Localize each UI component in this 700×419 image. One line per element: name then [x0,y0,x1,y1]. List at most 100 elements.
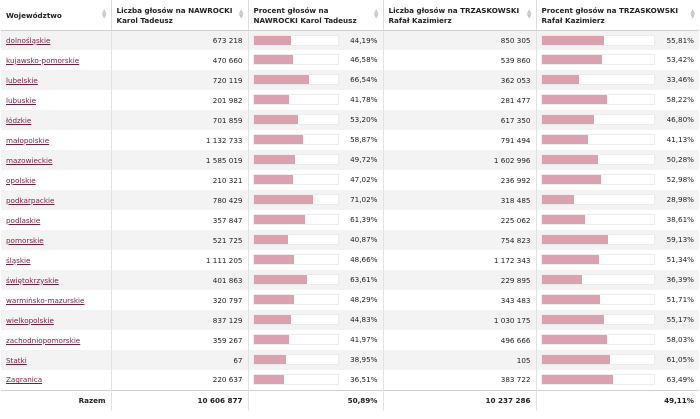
region-link[interactable]: podlaskie [6,215,41,225]
percent-bar-track [252,334,339,345]
column-header-label: Województwo [6,11,62,20]
column-header-region[interactable]: Województwo ▲ ▼ [1,0,112,31]
votes-trzaskowski: 1 172 343 [383,250,537,270]
table-body: dolnośląskie 673 218 44,19% 850 305 55,81% ku… [1,30,699,390]
votes-trzaskowski: 383 722 [383,370,537,390]
total-row: Razem 10 606 877 50,89% 10 237 286 49,11… [1,389,699,411]
percent-bar-track [540,134,655,145]
region-cell: podkarpackie [1,190,112,210]
region-link[interactable]: pomorskie [6,235,44,245]
percent-bar [253,155,296,164]
table-row: łódzkie 701 859 53,20% 617 350 46,80% [1,110,699,130]
votes-trzaskowski: 281 477 [383,90,537,110]
percent-bar [541,95,607,104]
pct-trzaskowski: 46,80% [536,110,699,130]
percent-value: 40,87% [350,235,378,244]
percent-bar-track [252,294,339,305]
pct-trzaskowski: 51,34% [536,250,699,270]
region-cell: warmińsko-mazurskie [1,290,112,310]
sort-icon: ▲ ▼ [690,8,695,20]
column-header-votes-nawrocki[interactable]: Liczba głosów na NAWROCKI Karol Tadeusz ▲… [111,0,249,31]
table-row: lubuskie 201 982 41,78% 281 477 58,22% [1,90,699,110]
percent-bar [541,55,602,64]
percent-bar [253,95,289,104]
region-link[interactable]: opolskie [6,175,36,185]
percent-bar [253,55,293,64]
pct-trzaskowski: 61,05% [536,350,699,370]
percent-bar [541,35,605,45]
region-link[interactable]: mazowieckie [6,155,53,165]
region-link[interactable]: lubelskie [6,75,38,85]
region-link[interactable]: lubuskie [6,95,36,105]
votes-nawrocki: 673 218 [111,30,249,50]
column-header-pct-trzaskowski[interactable]: Procent głosów na TRZASKOWSKI Rafał Kazi… [536,0,699,31]
votes-nawrocki: 210 321 [111,170,249,190]
pct-nawrocki: 36,51% [248,370,384,390]
percent-value: 58,03% [666,335,694,344]
region-link[interactable]: łódzkie [6,115,32,125]
percent-bar-track [540,274,655,285]
region-cell: łódzkie [1,110,112,130]
percent-value: 53,20% [350,115,378,124]
votes-trzaskowski: 617 350 [383,110,537,130]
pct-nawrocki: 47,02% [248,170,384,190]
votes-nawrocki: 1 111 205 [111,250,249,270]
percent-value: 48,29% [350,295,378,304]
percent-bar [541,335,607,344]
region-link[interactable]: warmińsko-mazurskie [6,295,85,305]
percent-bar-track [252,234,339,245]
region-link[interactable]: podkarpackie [6,195,55,205]
percent-value: 66,54% [350,75,378,84]
column-header-votes-trzaskowski[interactable]: Liczba głosów na TRZASKOWSKI Rafał Kazim… [383,0,537,31]
percent-bar-track [540,154,655,165]
percent-value: 49,72% [350,155,378,164]
region-link[interactable]: Zagranica [6,375,43,385]
percent-value: 28,98% [666,195,694,204]
region-link[interactable]: śląskie [6,255,31,265]
votes-nawrocki: 359 267 [111,330,249,350]
votes-trzaskowski: 496 666 [383,330,537,350]
percent-value: 61,05% [666,355,694,364]
percent-value: 52,98% [666,175,694,184]
pct-trzaskowski: 53,42% [536,50,699,70]
percent-bar-track [540,94,655,105]
pct-trzaskowski: 55,81% [536,30,699,50]
region-cell: lubuskie [1,90,112,110]
table-row: pomorskie 521 725 40,87% 754 823 59,13% [1,230,699,250]
percent-bar-track [252,54,339,65]
column-header-pct-nawrocki[interactable]: Procent głosów na NAWROCKI Karol Tadeusz… [248,0,384,31]
pct-nawrocki: 44,19% [248,30,384,50]
pct-nawrocki: 41,97% [248,330,384,350]
region-link[interactable]: wielkopolskie [6,315,54,325]
region-link[interactable]: dolnośląskie [6,35,51,45]
region-cell: wielkopolskie [1,310,112,330]
region-link[interactable]: Statki [6,355,27,365]
percent-bar-track [540,34,655,46]
region-link[interactable]: świętokrzyskie [6,275,59,285]
table-row: Zagranica 220 637 36,51% 383 722 63,49% [1,370,699,390]
percent-bar-track [252,254,339,265]
region-link[interactable]: małopolskie [6,135,50,145]
pct-nawrocki: 40,87% [248,230,384,250]
region-link[interactable]: kujawsko-pomorskie [6,55,80,65]
percent-bar [541,195,575,204]
total-votes-trzaskowski: 10 237 286 [383,389,537,411]
percent-value: 36,51% [350,375,378,384]
percent-value: 51,71% [666,295,694,304]
percent-value: 63,61% [350,275,378,284]
percent-value: 41,13% [666,135,694,144]
votes-trzaskowski: 229 895 [383,270,537,290]
pct-nawrocki: 48,29% [248,290,384,310]
region-link[interactable]: zachodniopomorskie [6,335,81,345]
percent-bar [253,175,293,184]
pct-nawrocki: 41,78% [248,90,384,110]
percent-bar [253,135,303,144]
table-row: lubelskie 720 119 66,54% 362 053 33,46% [1,70,699,90]
region-cell: pomorskie [1,230,112,250]
region-cell: małopolskie [1,130,112,150]
column-header-label: Liczba głosów na NAWROCKI Karol Tadeusz [116,6,233,25]
votes-trzaskowski: 362 053 [383,70,537,90]
percent-bar [541,115,595,124]
votes-nawrocki: 357 847 [111,210,249,230]
pct-nawrocki: 61,39% [248,210,384,230]
